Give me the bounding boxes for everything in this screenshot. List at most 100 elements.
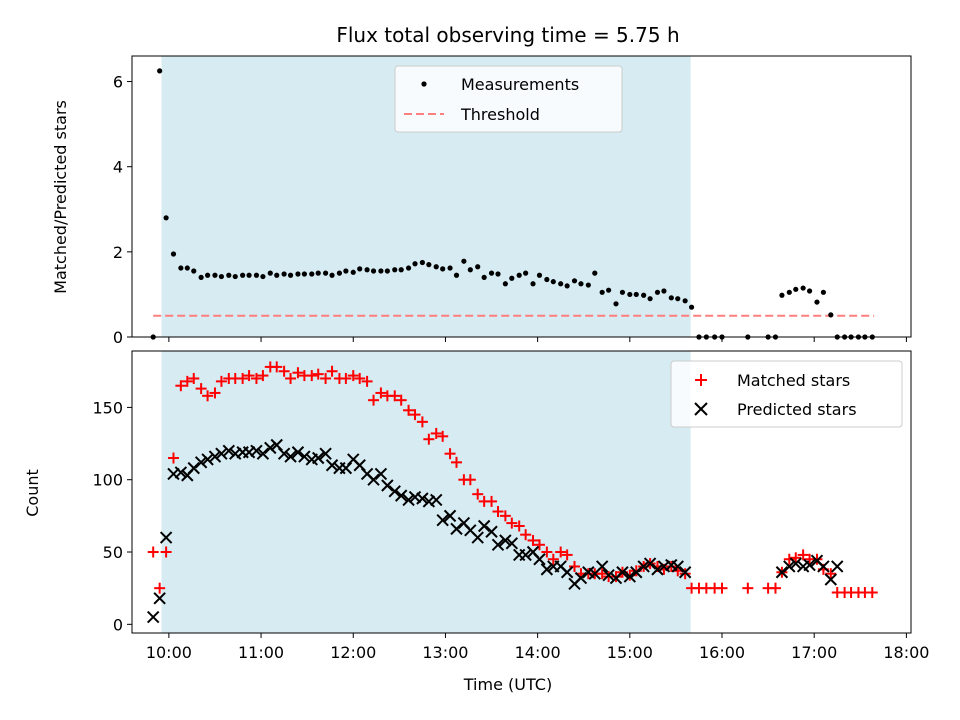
y-tick-label: 0 <box>113 615 123 634</box>
matched-star-point <box>403 404 415 416</box>
bottom-y-ticks: 0 50 100 150 <box>92 398 132 634</box>
predicted-star-point <box>264 441 277 455</box>
measurement-point <box>619 289 626 295</box>
matched-star-point <box>541 546 553 558</box>
measurement-point <box>682 298 688 304</box>
chart-title: Flux total observing time = 5.75 h <box>336 23 679 47</box>
x-tick-label: 10:00 <box>146 643 192 662</box>
measurement-point <box>350 269 356 275</box>
measurement-point <box>523 270 529 276</box>
measurement-point <box>558 281 564 287</box>
predicted-star-point <box>817 560 830 573</box>
predicted-star-point <box>367 473 380 486</box>
measurement-point <box>461 258 467 264</box>
matched-star-point <box>451 456 463 468</box>
measurement-point <box>329 272 335 278</box>
predicted-star-point <box>174 466 188 479</box>
measurement-point <box>627 291 633 298</box>
x-axis-label: Time (UTC) <box>463 675 552 694</box>
measurement-point <box>536 272 543 278</box>
matched-legend-marker <box>695 374 707 386</box>
matched-star-point <box>285 372 297 384</box>
measurement-point <box>633 291 639 298</box>
measurement-point <box>419 259 425 266</box>
bottom-legend-box <box>670 360 903 428</box>
predicted-star-point <box>485 525 498 538</box>
predicted-star-point <box>789 557 802 570</box>
predicted-star-point <box>284 450 297 463</box>
predicted-star-point <box>388 485 401 498</box>
matched-star-point <box>215 375 227 387</box>
matched-star-point <box>797 549 809 561</box>
measurement-point <box>163 215 169 221</box>
matched-star-point <box>188 372 200 384</box>
predicted-star-point <box>471 531 484 544</box>
matched-star-point <box>195 383 207 395</box>
measurement-point <box>384 268 390 274</box>
x-tick-label: 14:00 <box>515 643 561 662</box>
measurement-point <box>315 270 321 276</box>
measurement-point <box>309 271 315 277</box>
matched-star-point <box>506 517 518 529</box>
matched-star-point <box>340 372 352 384</box>
matched-star-point <box>499 510 511 522</box>
measurement-point <box>516 272 522 278</box>
measurement-point <box>295 271 301 277</box>
top-x-ticks <box>168 337 907 342</box>
matched-star-points <box>147 361 878 599</box>
bottom-panel: 0 50 100 150 10:00 11:00 12:00 13:00 14:00 15:00… <box>23 350 929 694</box>
measurement-point <box>343 268 349 274</box>
top-panel: 0 2 4 6 Matched/Predicted stars Measurement… <box>51 55 912 347</box>
measurement-point <box>433 264 439 270</box>
matched-star-point <box>527 534 539 546</box>
matched-star-point <box>783 553 795 565</box>
matched-star-point <box>202 390 214 402</box>
measurement-point <box>370 268 377 274</box>
matched-star-point <box>769 582 781 594</box>
measurement-point <box>530 281 536 287</box>
measurement-point <box>226 272 232 278</box>
matched-star-point <box>368 394 380 406</box>
predicted-star-point <box>831 560 844 573</box>
measurement-point <box>599 289 605 295</box>
measurement-point <box>606 287 612 293</box>
matched-star-point <box>555 546 567 558</box>
predicted-star-point <box>678 566 692 579</box>
predicted-star-point <box>291 446 305 459</box>
matched-star-point <box>610 571 622 583</box>
predicted-legend-label: Predicted stars <box>737 400 857 419</box>
predicted-star-point <box>256 447 270 460</box>
predicted-star-point <box>325 459 339 472</box>
predicted-star-point <box>637 560 650 573</box>
measurement-point <box>668 295 674 301</box>
predicted-star-point <box>499 534 512 547</box>
matched-star-point <box>278 365 290 377</box>
measurement-point <box>253 272 260 278</box>
measurement-point <box>641 292 647 298</box>
measurement-point <box>509 275 515 281</box>
measurement-point <box>267 270 273 276</box>
measurement-point <box>301 271 307 277</box>
predicted-star-point <box>443 509 457 523</box>
predicted-star-point <box>277 447 291 460</box>
measurement-point <box>495 271 501 277</box>
measurement-point <box>240 272 246 278</box>
matched-star-point <box>326 365 338 377</box>
measurement-point <box>661 288 667 294</box>
x-tick-label: 18:00 <box>883 643 929 662</box>
predicted-star-point <box>381 479 394 492</box>
measurement-point <box>502 281 508 287</box>
measurement-point <box>198 274 204 280</box>
predicted-star-point <box>803 558 816 572</box>
threshold-legend-label: Threshold <box>460 105 540 124</box>
measurement-point <box>412 261 418 267</box>
bottom-x-ticks: 10:00 11:00 12:00 13:00 14:00 15:00 16:00 17:00… <box>146 633 929 662</box>
top-axes-frame <box>131 55 912 338</box>
matched-star-point <box>520 529 532 541</box>
predicted-star-point <box>201 453 214 466</box>
predicted-star-point <box>671 560 684 573</box>
measurement-point <box>336 270 343 276</box>
measurement-point <box>675 296 681 302</box>
measurement-point <box>191 268 197 274</box>
